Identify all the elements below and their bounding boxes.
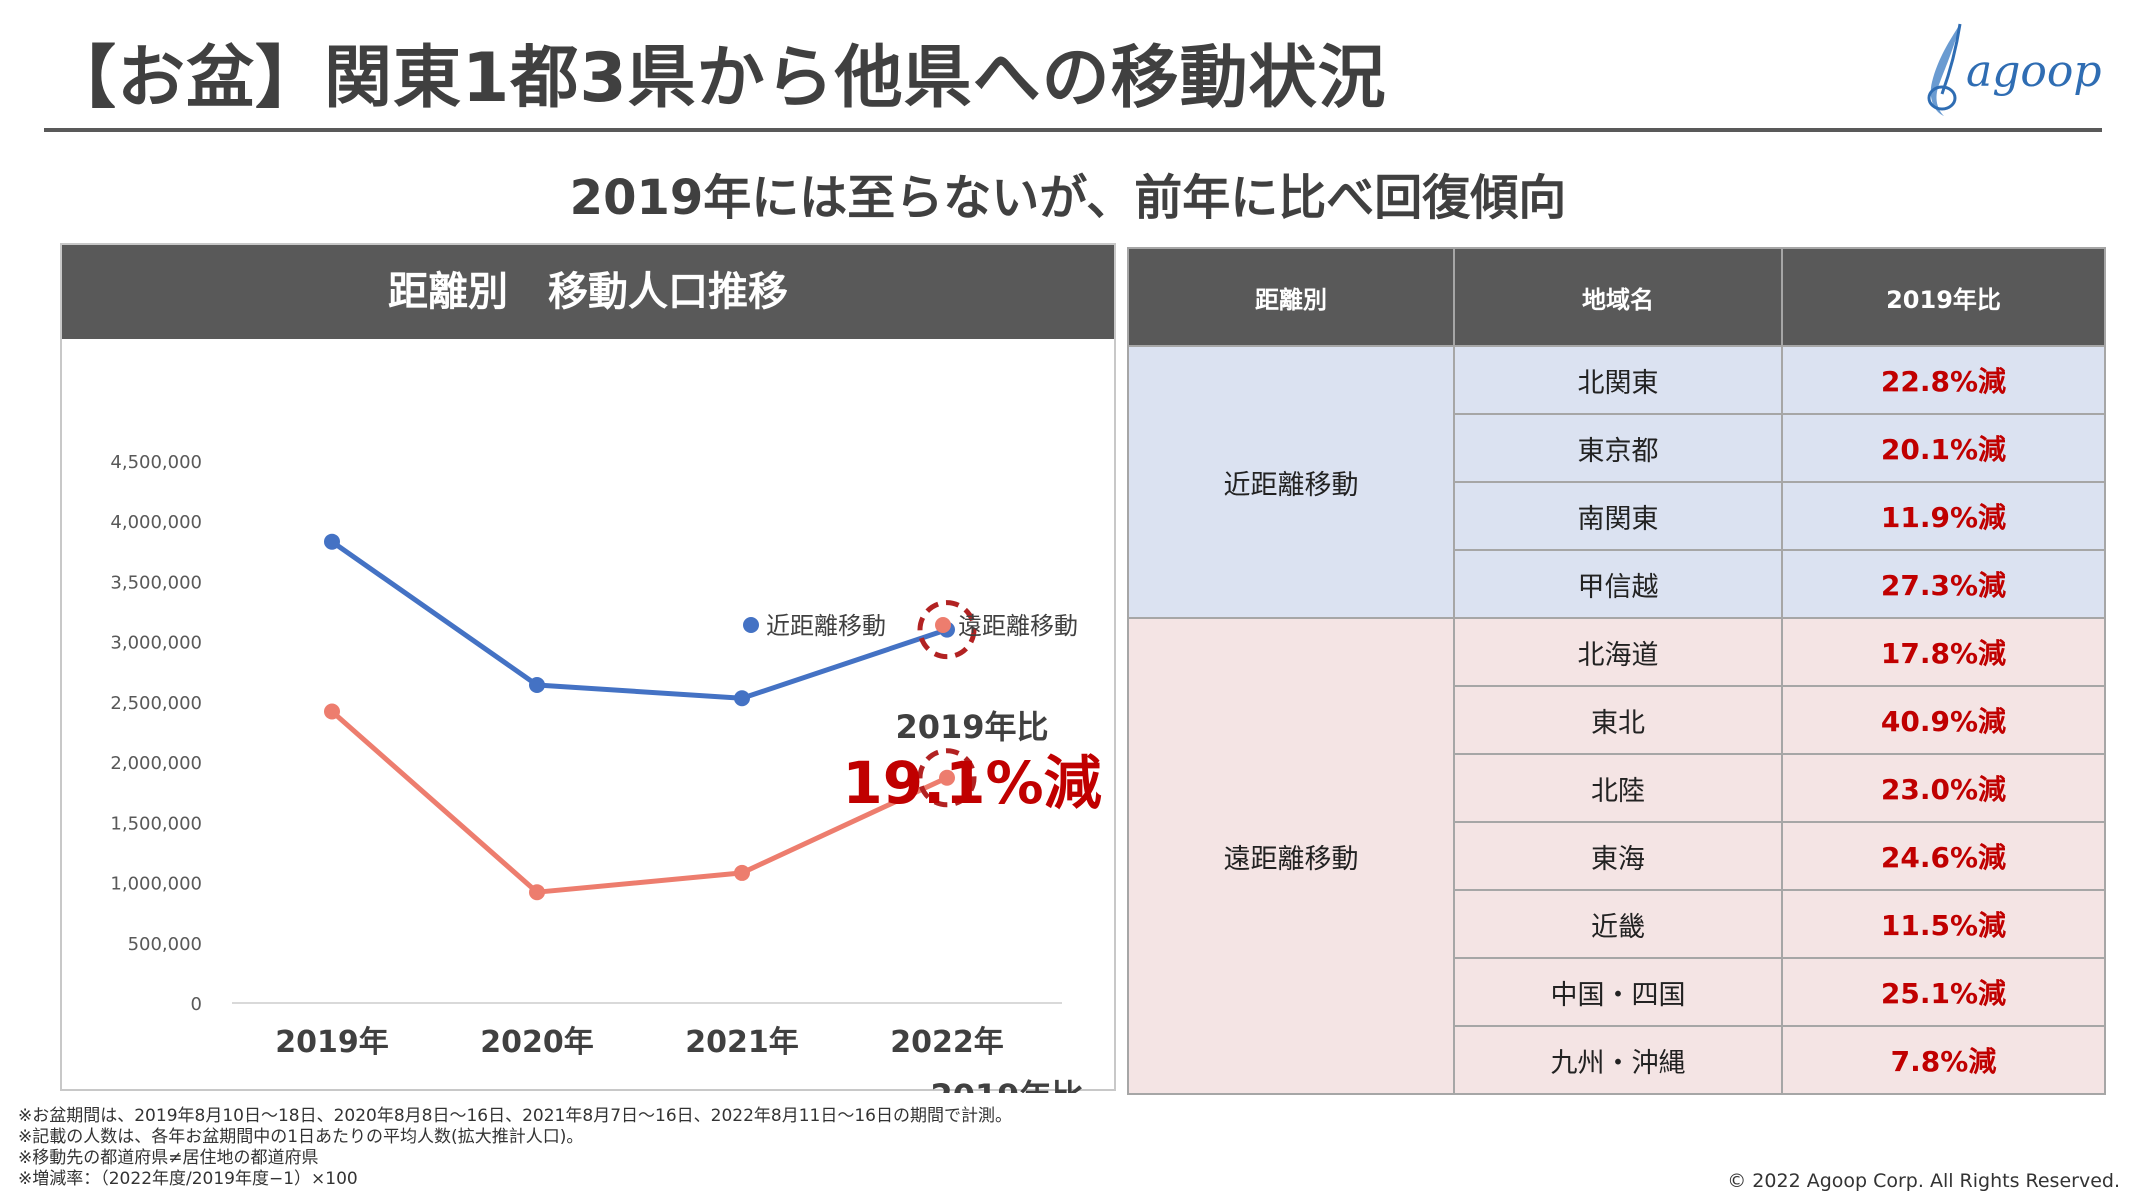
x-tick-label: 2022年 (890, 1025, 1004, 1060)
footnote: ※移動先の都道府県≠居住地の都道府県 (18, 1148, 319, 1168)
data-point (324, 533, 340, 550)
table-row: 東京都 20.1%減 (1128, 413, 2106, 483)
legend-label: 遠距離移動 (958, 612, 1078, 640)
change-cell: 22.8%減 (1781, 345, 2106, 415)
region-cell: 北海道 (1453, 617, 1783, 687)
group-label: 遠距離移動 (1127, 617, 1455, 1095)
legend-marker (935, 617, 951, 633)
data-point (324, 703, 340, 720)
data-point (529, 677, 545, 694)
y-tick-label: 2,000,000 (110, 753, 202, 774)
page-subtitle: 2019年には至らないが、前年に比べ回復傾向 (569, 170, 1567, 226)
legend-marker (743, 617, 759, 633)
footnote: ※増減率：（2022年度/2019年度−1）×100 (18, 1169, 358, 1189)
y-tick-label: 2,500,000 (110, 693, 202, 714)
change-cell: 17.8%減 (1781, 617, 2106, 687)
y-tick-label: 0 (191, 994, 202, 1015)
change-cell: 23.0%減 (1781, 753, 2106, 823)
table-row: 南関東 11.9%減 (1128, 481, 2106, 551)
change-cell: 7.8%減 (1781, 1025, 2106, 1095)
y-tick-label: 1,500,000 (110, 813, 202, 834)
data-point (734, 864, 750, 881)
region-cell: 近畿 (1453, 889, 1783, 959)
change-cell: 25.1%減 (1781, 957, 2106, 1027)
annotation-value-near: 19.1%減 (842, 749, 1101, 817)
table-row: 中国・四国 25.1%減 (1128, 957, 2106, 1027)
header-change: 2019年比 (1781, 247, 2106, 347)
agoop-logo: agoop (1920, 20, 2110, 120)
series-line-far (330, 709, 949, 895)
change-cell: 11.5%減 (1781, 889, 2106, 959)
region-cell: 中国・四国 (1453, 957, 1783, 1027)
annotation-label-far: 2019年比 (930, 1077, 1083, 1093)
x-tick-label: 2019年 (275, 1025, 389, 1060)
page-title: 【お盆】関東1都3県から他県への移動状況 (48, 39, 1387, 118)
copyright: © 2022 Agoop Corp. All Rights Reserved. (1727, 1170, 2120, 1192)
group-label: 近距離移動 (1127, 345, 1455, 619)
comparison-table: 距離別 地域名 2019年比 近距離移動 北関東 22.8%減 東京都 20.1%減 南関… (1127, 247, 2106, 1095)
x-tick-label: 2021年 (685, 1025, 799, 1060)
y-tick-label: 3,000,000 (110, 633, 202, 654)
region-cell: 南関東 (1453, 481, 1783, 551)
highlight-ring (917, 748, 977, 808)
series-line-near (330, 539, 948, 701)
change-cell: 20.1%減 (1781, 413, 2106, 483)
data-point (529, 884, 545, 901)
change-cell: 27.3%減 (1781, 549, 2106, 619)
table-header-row: 距離別 地域名 2019年比 (1127, 247, 2106, 347)
y-tick-label: 4,000,000 (110, 512, 202, 533)
table-row: 甲信越 27.3%減 (1128, 549, 2106, 619)
header-distance: 距離別 (1127, 247, 1455, 347)
region-cell: 北陸 (1453, 753, 1783, 823)
table-row: 近畿 11.5%減 (1128, 889, 2106, 959)
line-chart: 0 500,000 1,000,000 1,500,000 2,000,000 2,500… (110, 452, 1101, 1093)
highlight-ring (917, 600, 977, 660)
table-row: 九州・沖縄 7.8%減 (1128, 1025, 2106, 1095)
legend-label: 近距離移動 (766, 612, 886, 640)
x-tick-label: 2020年 (480, 1025, 594, 1060)
footnote: ※記載の人数は、各年お盆期間中の1日あたりの平均人数(拡大推計人口)。 (18, 1127, 584, 1147)
y-tick-label: 3,500,000 (110, 572, 202, 593)
comparison-table-panel: 距離別 地域名 2019年比 近距離移動 北関東 22.8%減 東京都 20.1%減 南関… (1127, 247, 2106, 1095)
table-row: 北陸 23.0%減 (1128, 753, 2106, 823)
region-cell: 東京都 (1453, 413, 1783, 483)
chart-title: 距離別 移動人口推移 (62, 245, 1114, 339)
change-cell: 40.9%減 (1781, 685, 2106, 755)
change-cell: 11.9%減 (1781, 481, 2106, 551)
region-cell: 甲信越 (1453, 549, 1783, 619)
region-cell: 東北 (1453, 685, 1783, 755)
table-row: 東海 24.6%減 (1128, 821, 2106, 891)
y-tick-label: 500,000 (128, 934, 202, 955)
footnote: ※お盆期間は、2019年8月10日～18日、2020年8月8日～16日、2021… (18, 1106, 1012, 1126)
data-point (939, 769, 955, 786)
header-region: 地域名 (1453, 247, 1783, 347)
table-row: 遠距離移動 北海道 17.8%減 (1127, 617, 2106, 1095)
region-cell: 九州・沖縄 (1453, 1025, 1783, 1095)
y-tick-label: 1,000,000 (110, 874, 202, 895)
data-point (734, 690, 750, 707)
y-tick-label: 4,500,000 (110, 452, 202, 473)
table-row: 東北 40.9%減 (1128, 685, 2106, 755)
logo-text: agoop (1966, 46, 2102, 97)
region-cell: 北関東 (1453, 345, 1783, 415)
quill-icon (1927, 23, 1962, 116)
table-row: 近距離移動 北関東 22.8%減 (1127, 345, 2106, 619)
title-divider (44, 128, 2102, 132)
annotation-label-near: 2019年比 (895, 708, 1048, 746)
footnotes: ※お盆期間は、2019年8月10日～18日、2020年8月8日～16日、2021… (18, 1106, 1012, 1190)
region-cell: 東海 (1453, 821, 1783, 891)
change-cell: 24.6%減 (1781, 821, 2106, 891)
chart-panel: 距離別 移動人口推移 0 500,000 1,000,000 1,500,000 2,0… (60, 243, 1116, 1093)
